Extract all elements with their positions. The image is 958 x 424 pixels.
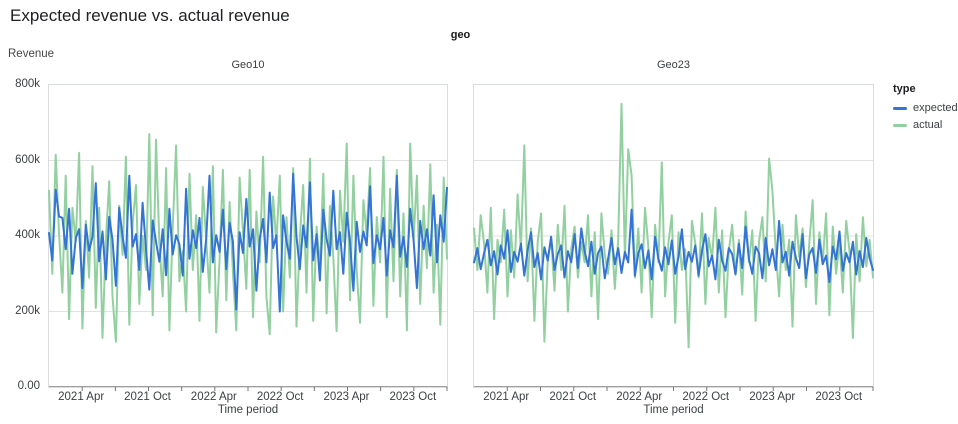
expected-line[interactable] (48, 172, 448, 313)
legend-item-expected: expected (893, 102, 958, 114)
y-tick-label: 800k (15, 78, 40, 90)
x-tick-label: 2021 Oct (124, 391, 171, 403)
y-tick-label: 200k (15, 304, 40, 317)
y-tick-label: 600k (15, 153, 40, 166)
x-tick-label: 2021 Oct (549, 391, 597, 403)
x-tick-label: 2022 Apr (190, 391, 237, 403)
x-tick-label: 2023 Apr (323, 391, 370, 403)
x-axis-title-0: Time period (217, 404, 279, 416)
facet-title-geo23: Geo23 (656, 59, 691, 71)
actual-line-swatch-icon (893, 123, 907, 127)
legend: type expected actual (893, 83, 958, 131)
x-axis-title-1: Time period (643, 404, 704, 416)
facet-chart-svg[interactable] (48, 85, 448, 395)
expected-line[interactable] (473, 208, 874, 284)
x-tick-label: 2021 Apr (483, 391, 530, 403)
y-tick-label: 400k (15, 229, 40, 241)
x-tick-label: 2023 Apr (749, 391, 796, 403)
expected-line-swatch-icon (893, 106, 907, 110)
actual-line[interactable] (473, 102, 874, 349)
x-tick-label: 2021 Apr (58, 391, 105, 403)
legend-label-expected: expected (913, 102, 958, 114)
x-axis-labels-0: 2021 Apr 2021 Oct 2022 Apr 2022 Oct 2023 Apr… (48, 391, 446, 405)
x-tick-label: 2023 Oct (815, 391, 863, 403)
legend-item-actual: actual (893, 119, 958, 131)
legend-label-actual: actual (913, 119, 943, 131)
y-tick-label: 0.00 (17, 380, 40, 392)
x-tick-label: 2022 Oct (256, 391, 304, 403)
facet-plot-0[interactable] (48, 84, 448, 391)
page-title: Expected revenue vs. actual revenue (10, 6, 290, 25)
facet-title-geo10: Geo10 (231, 59, 265, 71)
legend-title: type (893, 83, 916, 95)
y-axis-labels: 0.00 200k 400k 600k 800k (0, 78, 40, 392)
facet-field-label: geo (450, 29, 471, 41)
x-tick-label: 2022 Apr (616, 391, 663, 403)
y-axis-title: Revenue (8, 48, 55, 60)
x-tick-label: 2023 Oct (389, 391, 437, 403)
x-tick-label: 2022 Oct (682, 391, 730, 403)
facet-plot-1[interactable] (473, 84, 874, 391)
x-axis-labels-1: 2021 Apr 2021 Oct 2022 Apr 2022 Oct 2023 Apr… (473, 391, 872, 405)
facet-chart-svg[interactable] (473, 85, 874, 395)
